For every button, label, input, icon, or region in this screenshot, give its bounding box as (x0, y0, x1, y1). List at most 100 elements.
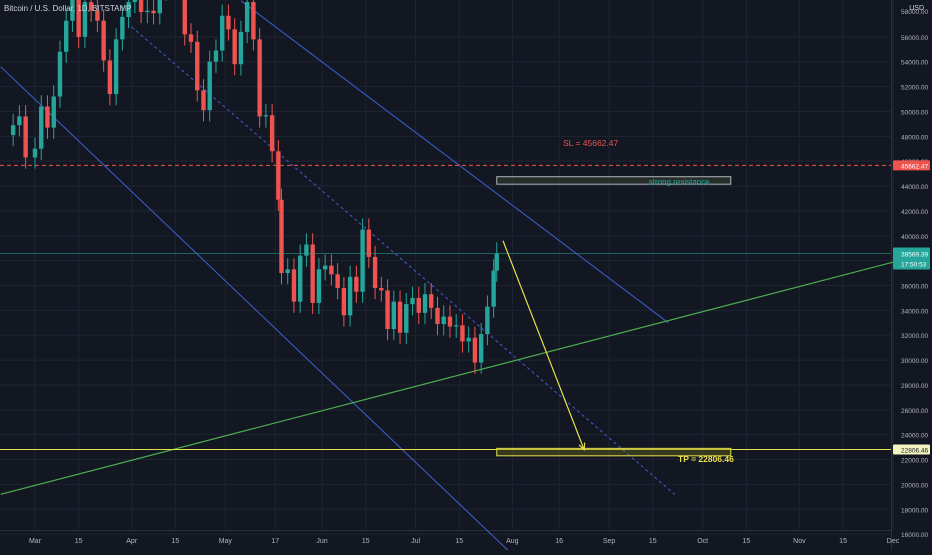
candle[interactable] (410, 297, 415, 305)
candle[interactable] (220, 15, 225, 51)
current-price-tag[interactable] (893, 247, 930, 270)
candle[interactable] (322, 265, 328, 270)
candle[interactable] (244, 2, 250, 32)
candle[interactable] (276, 151, 281, 200)
resistance-box[interactable] (496, 176, 732, 185)
candle[interactable] (354, 276, 359, 292)
candle[interactable] (32, 148, 38, 158)
price-axis-tick-label: 26000.00 (901, 408, 928, 415)
candle[interactable] (372, 256, 378, 288)
candle[interactable] (257, 39, 262, 117)
candle[interactable] (366, 229, 372, 257)
candle[interactable] (195, 41, 200, 91)
candle[interactable] (279, 199, 284, 274)
price-axis-tick-label: 16000.00 (901, 532, 928, 539)
candle[interactable] (201, 90, 206, 111)
candle[interactable] (138, 0, 144, 12)
candle[interactable] (285, 269, 290, 274)
price-axis-tick-label: 48000.00 (901, 134, 928, 141)
candle[interactable] (238, 31, 244, 65)
candle[interactable] (391, 301, 396, 330)
candle[interactable] (329, 265, 334, 275)
candle[interactable] (126, 2, 131, 17)
candle[interactable] (57, 51, 63, 97)
candle[interactable] (107, 60, 113, 95)
time-axis-tick-label: 16 (555, 538, 563, 545)
candle[interactable] (64, 20, 69, 52)
candle[interactable] (441, 316, 446, 325)
take-profit-box[interactable] (496, 447, 732, 457)
candle[interactable] (23, 116, 28, 158)
candle[interactable] (310, 244, 315, 303)
candle[interactable] (207, 61, 212, 111)
time-axis-tick-label: Jul (411, 538, 420, 545)
candle[interactable] (263, 115, 269, 117)
candle[interactable] (347, 276, 353, 316)
candle[interactable] (88, 2, 94, 11)
candle[interactable] (151, 10, 156, 14)
candle[interactable] (82, 2, 88, 37)
channel-mid-dashed-line[interactable] (131, 26, 675, 495)
candle[interactable] (76, 0, 81, 37)
candle[interactable] (478, 333, 484, 363)
currency-label[interactable]: USD (909, 5, 924, 12)
candle[interactable] (291, 269, 297, 302)
channel-upper-line[interactable] (240, 0, 669, 324)
candle[interactable] (182, 0, 187, 35)
tp-price-tag[interactable] (893, 444, 930, 455)
candle[interactable] (447, 316, 453, 327)
candle[interactable] (422, 294, 428, 313)
candle[interactable] (485, 306, 490, 334)
candle[interactable] (429, 294, 434, 308)
support-trend-line[interactable] (0, 255, 919, 495)
candle[interactable] (120, 16, 125, 40)
candle[interactable] (379, 287, 384, 291)
channel-lower-line[interactable] (0, 66, 510, 552)
time-axis-tick-label: 15 (649, 538, 657, 545)
candle[interactable] (95, 10, 100, 21)
candle[interactable] (226, 15, 231, 30)
candle[interactable] (491, 270, 496, 307)
candle[interactable] (45, 106, 50, 128)
candle[interactable] (17, 116, 22, 126)
forecast-arrow[interactable] (502, 240, 585, 450)
candle[interactable] (51, 96, 56, 128)
candle[interactable] (101, 20, 106, 61)
price-axis-tick-label: 50000.00 (901, 109, 928, 116)
time-axis-tick-label: 15 (455, 538, 463, 545)
candle[interactable] (385, 290, 390, 330)
sl-price-tag[interactable] (893, 160, 930, 171)
candle[interactable] (494, 253, 499, 271)
candle[interactable] (39, 106, 44, 149)
candle[interactable] (145, 10, 150, 12)
candle[interactable] (454, 325, 459, 327)
candle[interactable] (460, 325, 465, 342)
candle[interactable] (416, 297, 421, 313)
price-axis-tick-label: 20000.00 (901, 482, 928, 489)
candle[interactable] (10, 125, 16, 136)
candle[interactable] (269, 115, 275, 152)
candle[interactable] (70, 0, 75, 21)
price-axis-tick-label: 56000.00 (901, 35, 928, 42)
candle[interactable] (404, 304, 409, 333)
candle[interactable] (335, 274, 340, 288)
candle[interactable] (188, 34, 194, 42)
candle[interactable] (113, 39, 119, 95)
candle[interactable] (360, 229, 365, 292)
candle[interactable] (466, 337, 471, 342)
candle[interactable] (304, 244, 309, 256)
time-axis-tick-label: Aug (506, 538, 519, 545)
candle[interactable] (213, 50, 219, 62)
candle[interactable] (232, 29, 237, 65)
candle[interactable] (132, 0, 138, 3)
candle[interactable] (298, 255, 303, 302)
candle[interactable] (157, 0, 162, 14)
candle[interactable] (251, 2, 256, 40)
candle[interactable] (472, 337, 478, 363)
candle[interactable] (316, 269, 322, 303)
candle[interactable] (341, 287, 347, 316)
candle[interactable] (397, 301, 403, 333)
candle[interactable] (435, 307, 440, 325)
